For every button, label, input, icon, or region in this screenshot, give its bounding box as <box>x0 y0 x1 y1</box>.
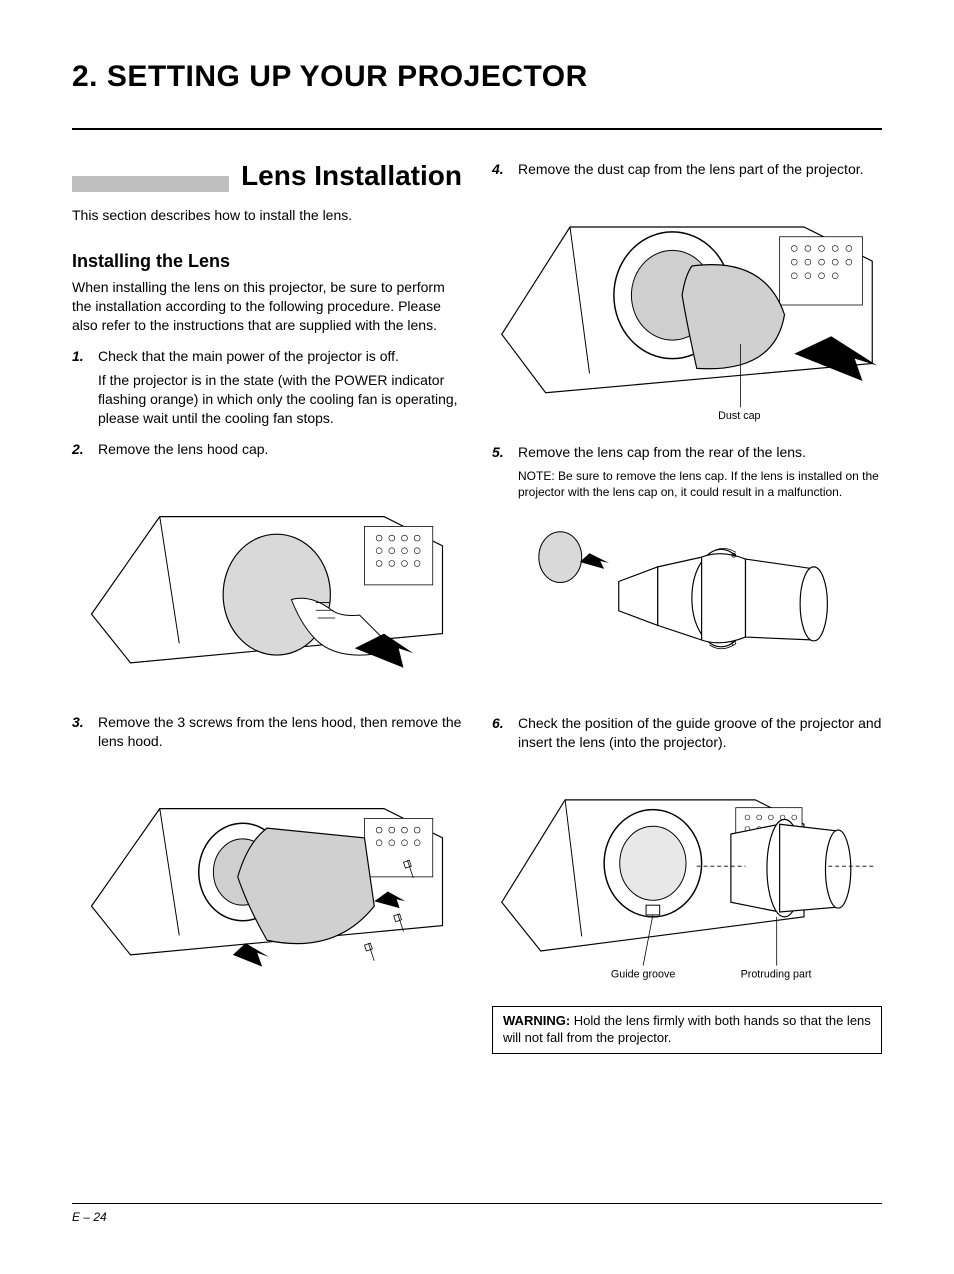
step-2: 2. Remove the lens hood cap. <box>72 440 462 459</box>
step-1-cont: If the projector is in the state (with t… <box>98 371 462 428</box>
figure-step5 <box>492 506 882 696</box>
section-bar <box>72 176 229 192</box>
guide-groove-label: Guide groove <box>611 968 675 980</box>
section-title: Lens Installation <box>241 160 462 192</box>
step-num: 4. <box>492 160 510 179</box>
step-text: Check the position of the guide groove o… <box>518 714 882 752</box>
footer-rule <box>72 1203 882 1204</box>
step-num: 1. <box>72 347 90 366</box>
step-5-note: NOTE: Be sure to remove the lens cap. If… <box>518 468 882 500</box>
figure-step4: Dust cap <box>492 185 882 425</box>
step-text: Check that the main power of the project… <box>98 347 399 366</box>
step-text: Remove the lens cap from the rear of the… <box>518 443 806 462</box>
protruding-label: Protruding part <box>741 968 812 980</box>
intro-text: This section describes how to install th… <box>72 206 462 225</box>
warning-box: WARNING: Hold the lens firmly with both … <box>492 1006 882 1054</box>
left-column: Lens Installation This section describes… <box>72 160 462 1054</box>
dust-cap-label: Dust cap <box>718 410 760 422</box>
header-rule <box>72 128 882 130</box>
section-header: Lens Installation <box>72 160 462 192</box>
right-column: 4. Remove the dust cap from the lens par… <box>492 160 882 1054</box>
footer-left: E – 24 <box>72 1210 107 1224</box>
step-num: 3. <box>72 713 90 751</box>
step-num: 2. <box>72 440 90 459</box>
step-text: Remove the dust cap from the lens part o… <box>518 160 864 179</box>
step-1: 1. Check that the main power of the proj… <box>72 347 462 366</box>
step-text: Remove the 3 screws from the lens hood, … <box>98 713 462 751</box>
step-3: 3. Remove the 3 screws from the lens hoo… <box>72 713 462 751</box>
step-5: 5. Remove the lens cap from the rear of … <box>492 443 882 462</box>
figure-step6: Guide groove Protruding part <box>492 758 882 988</box>
step-text: Remove the lens hood cap. <box>98 440 268 459</box>
step-num: 5. <box>492 443 510 462</box>
step-6: 6. Check the position of the guide groov… <box>492 714 882 752</box>
install-body: When installing the lens on this project… <box>72 278 462 335</box>
figure-step2 <box>72 465 462 695</box>
footer: E – 24 <box>72 1203 882 1224</box>
figure-step3 <box>72 757 462 987</box>
warning-title: WARNING: <box>503 1013 570 1028</box>
install-heading: Installing the Lens <box>72 251 462 272</box>
page-title: 2. SETTING UP YOUR PROJECTOR <box>72 60 882 94</box>
step-4: 4. Remove the dust cap from the lens par… <box>492 160 882 179</box>
step-num: 6. <box>492 714 510 752</box>
